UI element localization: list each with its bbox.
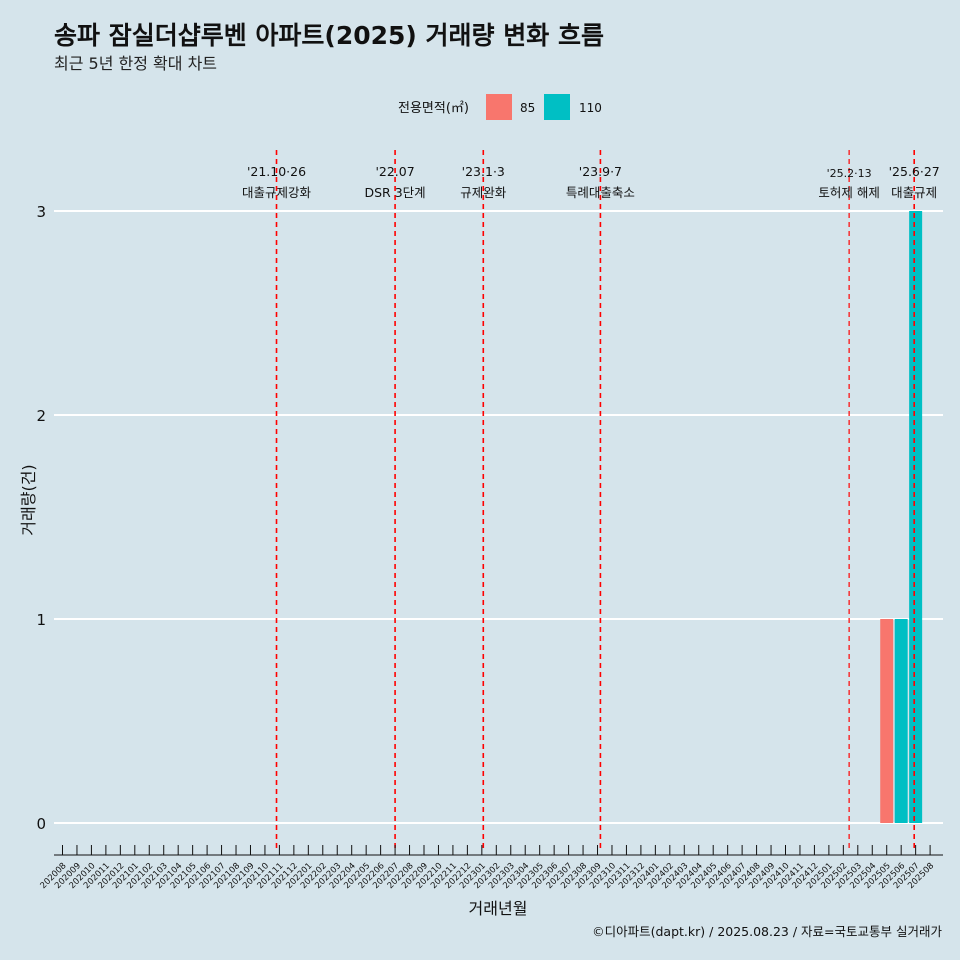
x-axis: 2020082020092020102020112020122021012021… — [39, 845, 943, 891]
y-axis-ticks: 0 1 2 3 — [36, 203, 46, 833]
chart-caption: ©디아파트(dapt.kr) / 2025.08.23 / 자료=국토교통부 실… — [592, 924, 942, 939]
event-name-label: 대출규제 — [891, 185, 937, 200]
event-name-label: 대출규제강화 — [242, 185, 312, 200]
bar-110-202506 — [894, 619, 908, 823]
grid-lines — [54, 210, 943, 824]
event-name-label: 토허제 해제 — [818, 185, 879, 200]
y-tick-label: 3 — [36, 203, 46, 221]
chart-subtitle: 최근 5년 한정 확대 차트 — [54, 54, 217, 73]
y-axis-title: 거래량(건) — [19, 464, 38, 535]
legend-label-85: 85 — [520, 101, 535, 115]
bar-110-202507 — [909, 211, 923, 823]
chart-title: 송파 잠실더샵루벤 아파트(2025) 거래량 변화 흐름 — [54, 21, 604, 50]
legend-key-85 — [486, 94, 512, 120]
legend-label-110: 110 — [579, 101, 602, 115]
event-date-label: '23.9·7 — [579, 164, 622, 179]
bar-85-202505 — [880, 619, 894, 823]
event-date-label: '25.6·27 — [889, 164, 940, 179]
y-tick-label: 0 — [36, 815, 46, 833]
event-name-label: DSR 3단계 — [364, 185, 425, 200]
legend-key-110 — [544, 94, 570, 120]
legend-title: 전용면적(㎡) — [398, 101, 469, 116]
event-date-label: '23.1·3 — [462, 164, 505, 179]
event-lines: '21.10·26 대출규제강화 '22.07 DSR 3단계 '23.1·3 규제완화 '… — [242, 150, 940, 850]
legend: 전용면적(㎡) 85 110 — [398, 94, 602, 120]
y-tick-label: 2 — [36, 407, 46, 425]
x-axis-title: 거래년월 — [469, 899, 528, 918]
event-date-label: '22.07 — [375, 164, 414, 179]
event-date-label: '25.2·13 — [827, 167, 872, 180]
bars — [880, 211, 923, 823]
event-date-label: '21.10·26 — [247, 164, 306, 179]
y-tick-label: 1 — [36, 611, 46, 629]
event-name-label: 특례대출축소 — [566, 185, 635, 200]
event-name-label: 규제완화 — [460, 185, 507, 200]
